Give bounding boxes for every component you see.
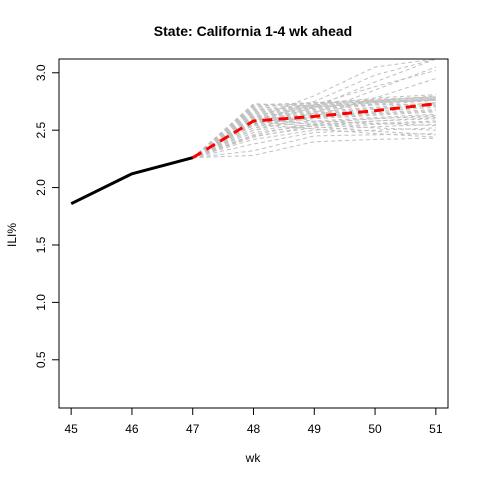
plot-frame — [58, 58, 449, 409]
simulation-trace-35 — [192, 58, 436, 159]
simulation-trace-6 — [192, 120, 436, 159]
x-axis: 45 46 47 48 49 50 51 — [64, 407, 443, 436]
chart-title: State: California 1-4 wk ahead — [154, 23, 352, 39]
simulation-trace-26 — [192, 97, 436, 159]
simulation-trace-23 — [192, 99, 436, 159]
x-tick-label-49: 49 — [308, 422, 322, 436]
x-axis-label: wk — [245, 451, 262, 465]
simulation-trace-39 — [192, 114, 436, 159]
y-tick-label-2.0: 2.0 — [34, 179, 48, 196]
observed-line — [70, 156, 194, 206]
x-tick-label-48: 48 — [247, 422, 261, 436]
y-axis: 0.5 1.0 1.5 2.0 2.5 3.0 — [34, 64, 60, 368]
simulation-trace-24 — [192, 98, 436, 159]
simulation-trace-30 — [192, 118, 436, 159]
forecast-mean-line — [191, 102, 436, 159]
x-tick-label-47: 47 — [186, 422, 200, 436]
simulation-trace-12 — [192, 109, 436, 159]
simulation-trace-18 — [192, 98, 436, 159]
simulation-trace-13 — [192, 106, 436, 159]
simulation-trace-11 — [192, 110, 436, 159]
simulation-trace-15 — [192, 104, 436, 159]
simulation-trace-29 — [192, 115, 436, 159]
simulation-trace-32 — [192, 123, 436, 159]
simulation-trace-37 — [192, 58, 436, 159]
y-tick-label-2.5: 2.5 — [34, 122, 48, 139]
simulation-trace-21 — [192, 96, 436, 159]
x-tick-label-51: 51 — [429, 422, 443, 436]
simulation-trace-22 — [192, 94, 436, 159]
simulation-trace-38 — [192, 70, 436, 159]
simulation-trace-34 — [192, 66, 436, 159]
y-tick-label-3.0: 3.0 — [34, 64, 48, 81]
simulation-trace-31 — [192, 120, 436, 159]
series-lines — [70, 102, 436, 206]
y-tick-label-1.5: 1.5 — [34, 236, 48, 253]
simulation-trace-1 — [192, 137, 436, 159]
simulation-trace-10 — [192, 111, 436, 159]
simulation-trace-36 — [192, 58, 436, 159]
y-tick-label-0.5: 0.5 — [34, 351, 48, 368]
simulation-trace-28 — [192, 103, 436, 159]
x-tick-label-50: 50 — [368, 422, 382, 436]
y-tick-label-1.0: 1.0 — [34, 294, 48, 311]
simulation-trace-27 — [192, 99, 436, 159]
simulation-trace-3 — [192, 127, 436, 159]
simulation-traces — [192, 58, 436, 159]
simulation-trace-16 — [192, 102, 436, 159]
simulation-trace-5 — [192, 121, 436, 159]
x-tick-label-46: 46 — [125, 422, 139, 436]
simulation-trace-4 — [192, 123, 436, 159]
y-axis-label: ILI% — [5, 223, 19, 247]
x-tick-label-45: 45 — [64, 422, 78, 436]
simulation-trace-40 — [192, 117, 436, 159]
